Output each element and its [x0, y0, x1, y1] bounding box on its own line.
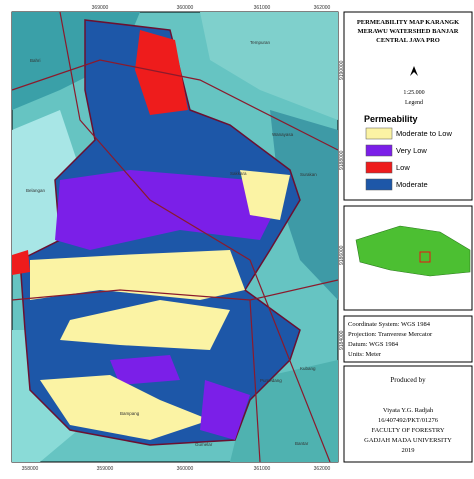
info-panel: [343, 315, 473, 363]
legend-heading: Legend: [405, 100, 423, 106]
grid-label: 360000: [177, 466, 194, 472]
credit-lines: Viyata Y.G. Radjah 16/407492/PKT/01276 FAC…: [364, 407, 452, 454]
legend-label: Moderate to Low: [396, 129, 452, 138]
title-line: PERMEABILITY MAP KARANGK: [357, 19, 459, 26]
place: Bahri: [30, 58, 41, 63]
grid-label: 9186000: [339, 245, 345, 265]
place: Belangan: [26, 188, 46, 193]
legend-label: Low: [396, 163, 410, 172]
title-line: CENTRAL JAVA PRO: [376, 37, 440, 44]
grid-label: 369000: [92, 5, 109, 11]
title-panel: [343, 11, 473, 201]
credit-heading: Produced by: [390, 376, 426, 384]
grid-label: 360000: [177, 5, 194, 11]
place: Gumelar: [195, 442, 213, 447]
grid-label: 362000: [314, 5, 331, 11]
info-line: Datum: WGS 1984: [348, 341, 399, 348]
credit-line: 2019: [402, 447, 415, 454]
info-block: Coordinate System: WGS 1984 Projection: T…: [348, 321, 433, 358]
grid-label: 358000: [22, 466, 39, 472]
inset-marker: [419, 251, 431, 263]
grid-label: 361000: [254, 5, 271, 11]
legend-swatch: [365, 161, 393, 174]
grid-label: 9190000: [339, 60, 345, 80]
legend: Moderate to Low Very Low Low Moderate: [365, 127, 452, 191]
place: Surakan: [300, 172, 317, 177]
grid-label: 362000: [314, 466, 331, 472]
place: Tempuran: [250, 40, 271, 45]
place-labels: Tempuran Wanayasa Surakan Bahri Belangan Kuba…: [26, 40, 317, 447]
grid-label: 359000: [97, 466, 114, 472]
info-line: Projection: Tranverese Mercator: [348, 331, 433, 338]
place: Bampang: [120, 411, 140, 416]
title-line: MERAWU WATERSHED BANJAR: [358, 28, 459, 35]
legend-label: Moderate: [396, 180, 428, 189]
title-block: PERMEABILITY MAP KARANGK MERAWU WATERSHED…: [357, 19, 459, 44]
coordinate-labels: 369000 360000 361000 362000 358000 359000 3600…: [22, 5, 345, 472]
map-body: [11, 11, 339, 463]
legend-swatch: [365, 127, 393, 140]
north-arrow: [410, 66, 418, 76]
grid-label: 9188000: [339, 150, 345, 170]
info-line: Units: Meter: [348, 351, 382, 358]
legend-label: Very Low: [396, 146, 427, 155]
credit-panel: [343, 365, 473, 463]
place: Bantar: [295, 441, 309, 446]
place: Pumedang: [260, 378, 282, 383]
legend-swatch: [365, 178, 393, 191]
place: Sakkara: [230, 171, 247, 176]
inset-map: [355, 225, 471, 277]
credit-line: Viyata Y.G. Radjah: [383, 407, 434, 414]
grid-label: 9184000: [339, 330, 345, 350]
place: Wanayasa: [272, 132, 294, 137]
scale: 1:25.000: [403, 90, 424, 96]
credit-line: 16/407492/PKT/01276: [378, 417, 439, 424]
grid-label: 361000: [254, 466, 271, 472]
place: Kubang: [300, 366, 316, 371]
credit-line: GADJAH MADA UNIVERSITY: [364, 437, 452, 444]
info-line: Coordinate System: WGS 1984: [348, 321, 431, 328]
credit-line: FACULTY OF FORESTRY: [371, 427, 444, 434]
legend-swatch: [365, 144, 393, 157]
legend-title: Permeability: [364, 114, 418, 124]
